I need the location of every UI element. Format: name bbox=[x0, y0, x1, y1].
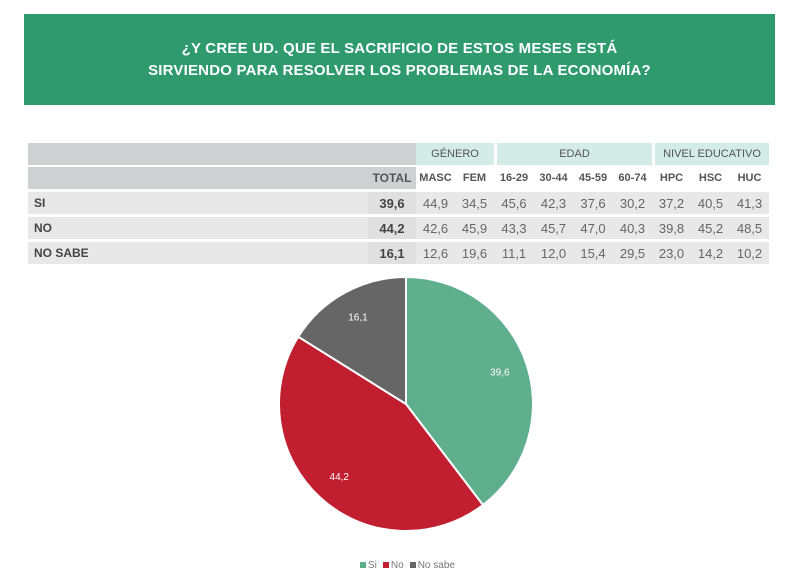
table-cell: 12,6 bbox=[416, 242, 455, 264]
pie-slice-no-sabe bbox=[296, 275, 407, 406]
group-nivel: NIVEL EDUCATIVO bbox=[655, 143, 769, 165]
table-cell: 45,6 bbox=[494, 192, 534, 214]
chart-title: ¿Y CREE UD. QUE EL SACRIFICIO DE ESTOS M… bbox=[24, 14, 775, 105]
table-cell: 45,9 bbox=[455, 217, 494, 239]
legend-item: No bbox=[382, 560, 404, 571]
table-cell: 42,3 bbox=[534, 192, 573, 214]
data-label: 44,2 bbox=[330, 472, 350, 483]
table-cell: 19,6 bbox=[455, 242, 494, 264]
column-header: MASC bbox=[419, 172, 452, 184]
column-header: HPC bbox=[659, 172, 684, 184]
legend-swatch bbox=[382, 562, 389, 568]
table-row: NO SABE 16,1 12,6 19,6 11,1 12,0 15,4 29,5 23,0 1… bbox=[28, 242, 775, 264]
table-cell: 23,0 bbox=[652, 242, 691, 264]
column-header: HSC bbox=[698, 172, 723, 184]
title-line-1: ¿Y CREE UD. QUE EL SACRIFICIO DE ESTOS M… bbox=[181, 39, 618, 57]
total-header-top bbox=[368, 143, 416, 165]
group-genero: GÉNERO bbox=[416, 143, 494, 165]
data-label: 39,6 bbox=[490, 367, 510, 378]
table-corner-lower bbox=[28, 167, 368, 189]
table-cell: 30,2 bbox=[613, 192, 652, 214]
table-cell: 11,1 bbox=[494, 242, 534, 264]
table-cell: 40,5 bbox=[691, 192, 730, 214]
pie-slice-si bbox=[405, 275, 534, 507]
row-label: SI bbox=[28, 192, 368, 214]
column-header: HUC bbox=[737, 172, 762, 184]
total-cell: 16,1 bbox=[368, 242, 416, 264]
table-cell: 44,9 bbox=[416, 192, 455, 214]
column-header: FEM bbox=[462, 172, 487, 184]
table-cell: 45,2 bbox=[691, 217, 730, 239]
table-cell: 43,3 bbox=[494, 217, 534, 239]
legend-item: No sabe bbox=[409, 560, 455, 571]
table-cell: 47,0 bbox=[573, 217, 613, 239]
table-cell: 29,5 bbox=[613, 242, 652, 264]
title-line-2: SIRVIENDO PARA RESOLVER LOS PROBLEMAS DE… bbox=[148, 61, 651, 79]
table-cell: 41,3 bbox=[730, 192, 769, 214]
results-table: GÉNERO EDAD NIVEL EDUCATIVO TOTAL MASC FEM… bbox=[28, 143, 775, 267]
column-header: 45-59 bbox=[578, 172, 608, 184]
legend-swatch bbox=[409, 562, 416, 568]
table-row: NO 44,2 42,6 45,9 43,3 45,7 47,0 40,3 39,8 45,2 48… bbox=[28, 217, 775, 239]
table-cell: 10,2 bbox=[730, 242, 769, 264]
table-cell: 14,2 bbox=[691, 242, 730, 264]
table-cell: 34,5 bbox=[455, 192, 494, 214]
row-label: NO SABE bbox=[28, 242, 368, 264]
table-cell: 40,3 bbox=[613, 217, 652, 239]
legend-label: Si bbox=[368, 560, 377, 571]
column-header: 30-44 bbox=[539, 172, 568, 184]
table-cell: 39,8 bbox=[652, 217, 691, 239]
column-header: TOTAL bbox=[368, 167, 416, 189]
total-cell: 39,6 bbox=[368, 192, 416, 214]
group-edad: EDAD bbox=[497, 143, 652, 165]
table-cell: 12,0 bbox=[534, 242, 573, 264]
table-cell: 48,5 bbox=[730, 217, 769, 239]
pie-slice-no bbox=[278, 335, 485, 532]
row-label: NO bbox=[28, 217, 368, 239]
table-cell: 37,2 bbox=[652, 192, 691, 214]
legend-label: No sabe bbox=[417, 560, 455, 571]
column-header: 60-74 bbox=[618, 172, 647, 184]
legend-label: No bbox=[390, 560, 404, 571]
table-cell: 42,6 bbox=[416, 217, 455, 239]
total-cell: 44,2 bbox=[368, 217, 416, 239]
table-cell: 15,4 bbox=[573, 242, 613, 264]
column-header: 16-29 bbox=[499, 172, 529, 184]
table-row: SI 39,6 44,9 34,5 45,6 42,3 37,6 30,2 37,2 40,5 41… bbox=[28, 192, 775, 214]
table-cell: 37,6 bbox=[573, 192, 613, 214]
legend-swatch bbox=[360, 562, 366, 568]
table-cell: 45,7 bbox=[534, 217, 573, 239]
legend: Si No No sabe bbox=[360, 560, 455, 571]
table-corner bbox=[28, 143, 368, 165]
legend-item: Si bbox=[360, 560, 377, 571]
data-label: 16,1 bbox=[348, 312, 368, 323]
